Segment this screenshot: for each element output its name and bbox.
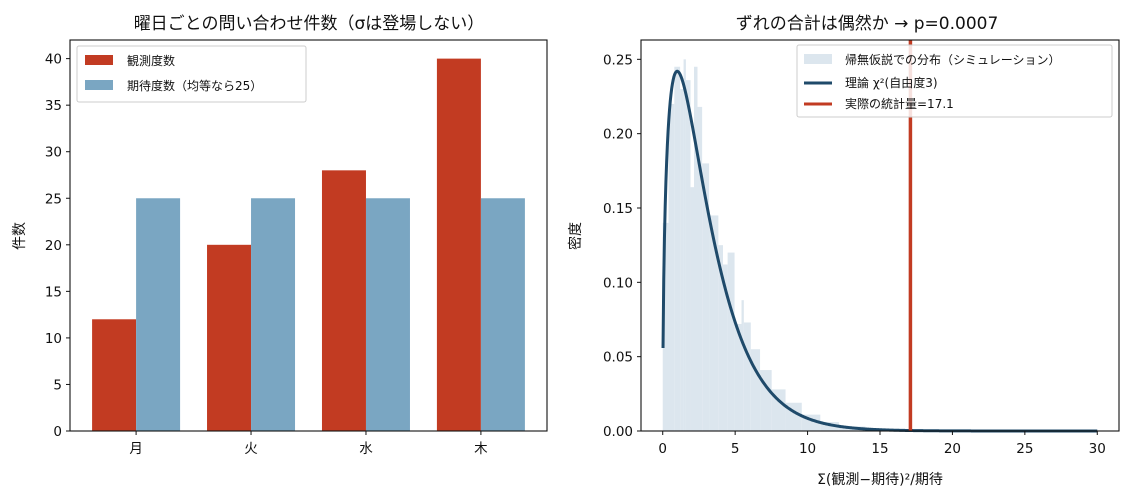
y-tick-label: 0.15 [603,201,633,217]
bar-chart-frame [69,39,548,432]
histogram-bin [760,370,772,431]
legend-label-simulation: 帰無仮説での分布（シミュレーション） [845,52,1061,67]
legend-label-curve: 理論 χ²(自由度3) [845,75,938,90]
bar-observed-1 [207,244,252,431]
histogram-bin [709,215,719,431]
distribution-y-ticks: 0.00 0.05 0.10 0.15 0.20 0.25 [603,52,641,440]
bar-expected-0 [136,198,181,431]
x-tick-label: 火 [244,441,258,457]
histogram-bin [771,389,786,431]
histogram-bin [674,66,681,431]
distribution-x-ticks: 0 5 10 15 20 25 30 [658,431,1106,457]
distribution-legend: 帰無仮説での分布（シミュレーション） 理論 χ²(自由度3) 実際の統計量=17… [796,44,1113,118]
y-tick-label: 20 [45,238,62,254]
bar-chart-panel: 曜日ごとの問い合わせ件数（σは登場しない） 0 5 10 15 20 25 30 35 40 月… [12,14,548,457]
legend-swatch-observed [85,55,113,65]
y-tick-label: 5 [53,377,62,393]
x-tick-label: 木 [474,441,488,457]
x-tick-label: 10 [799,441,816,457]
bar-chart-legend: 観測度数 期待度数（均等なら25） [76,45,307,103]
distribution-chart-title: ずれの合計は偶然か → p=0.0007 [736,14,999,34]
bar-chart-y-axis-label: 件数 [12,222,28,250]
y-tick-label: 0.25 [603,52,633,68]
histogram-bin [741,300,744,431]
legend-swatch-expected [85,80,113,90]
y-tick-label: 10 [45,331,62,347]
histogram-bin [702,163,710,431]
histogram-bin [680,89,684,431]
bar-chart-title: 曜日ごとの問い合わせ件数（σは登場しない） [134,14,485,34]
histogram-bin [690,187,695,431]
legend-box [796,44,1113,118]
y-tick-label: 0.05 [603,350,633,366]
y-tick-label: 0.10 [603,275,633,291]
histogram-bin [727,252,735,431]
x-tick-label: 水 [359,441,373,457]
bar-observed-3 [436,58,481,431]
x-tick-label: 25 [1016,441,1033,457]
histogram-bin [820,422,839,431]
distribution-chart-frame [640,39,1120,432]
legend-label-expected: 期待度数（均等なら25） [127,78,262,93]
y-tick-label: 30 [45,145,62,161]
legend-label-observed: 観測度数 [127,53,175,68]
legend-label-vline: 実際の統計量=17.1 [845,96,954,111]
histogram-bin [750,349,761,431]
histogram-bin [685,80,691,431]
histogram-bin [734,323,742,431]
distribution-chart-y-axis-label: 密度 [567,222,584,250]
x-tick-label: 15 [871,441,888,457]
y-tick-label: 35 [45,98,62,114]
bar-chart-y-ticks: 0 5 10 15 20 25 30 35 40 [45,52,70,440]
y-tick-label: 0 [53,424,62,440]
bar-observed-2 [321,170,366,432]
y-tick-label: 25 [45,191,62,207]
histogram-bin [718,245,723,431]
y-tick-label: 15 [45,284,62,300]
x-tick-label: 0 [658,441,667,457]
histogram-bin [722,264,728,431]
bar-expected-2 [365,198,410,431]
histogram-bin [694,66,698,431]
distribution-chart-panel: ずれの合計は偶然か → p=0.0007 0.00 0.05 0.10 0.15 0.2… [567,14,1120,488]
x-tick-label: 月 [129,441,143,457]
histogram-bin [683,59,686,431]
bar-chart-x-ticks: 月火水木 [129,431,488,457]
y-tick-label: 40 [45,52,62,68]
legend-swatch-simulation [804,54,832,64]
y-tick-label: 0.00 [603,424,633,440]
distribution-chart-x-axis-label: Σ(観測−期待)²/期待 [817,471,943,488]
bar-observed-0 [92,319,137,431]
bar-expected-1 [251,198,296,431]
legend-box [76,45,307,103]
bar-expected-3 [480,198,525,431]
y-tick-label: 0.20 [603,127,633,143]
x-tick-label: 20 [944,441,961,457]
histogram-bin [697,106,703,432]
bar-chart-bars [92,58,525,432]
histogram-bin [668,103,675,431]
histogram-bin [662,222,669,431]
x-tick-label: 5 [731,441,740,457]
histogram-bin [743,322,751,431]
x-tick-label: 30 [1089,441,1106,457]
